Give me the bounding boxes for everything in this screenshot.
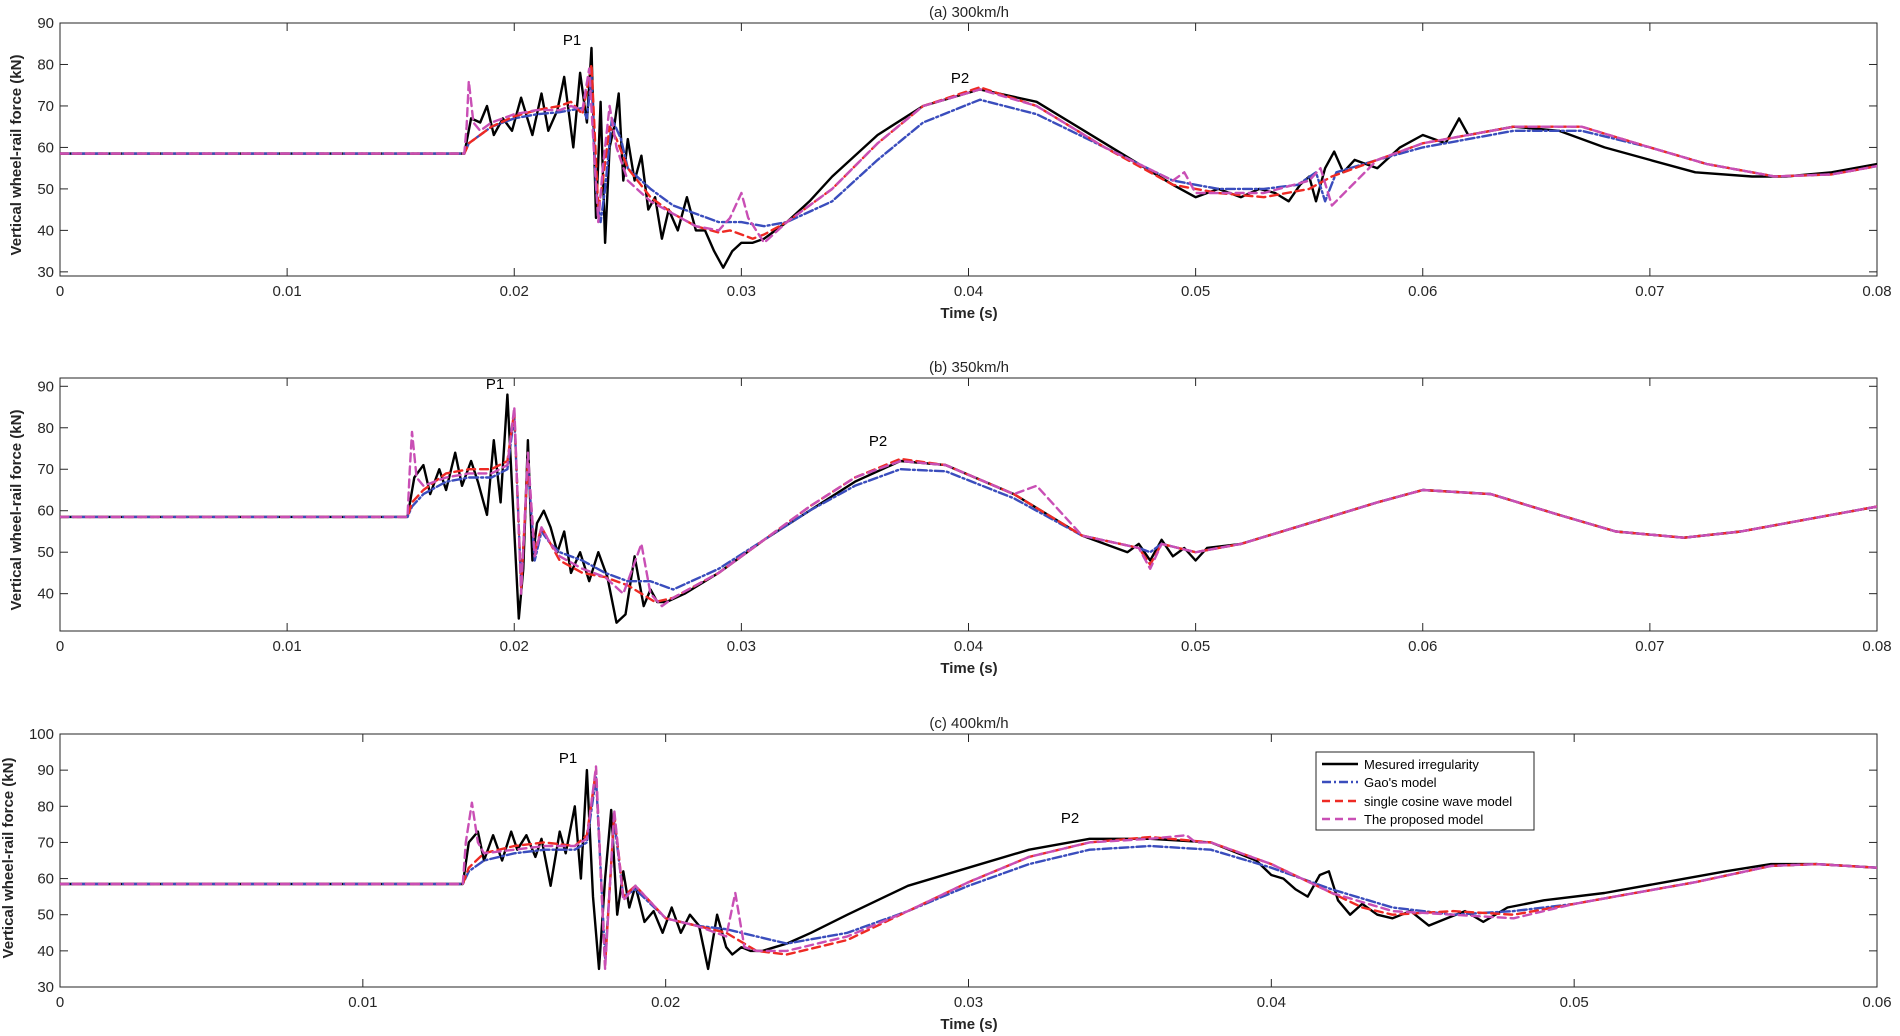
panel-b-series bbox=[60, 393, 1877, 624]
panel-b-ytick-label: 50 bbox=[37, 544, 54, 561]
panel-b-ytick-label: 90 bbox=[37, 378, 54, 395]
panel-b-ytick-label: 40 bbox=[37, 586, 54, 603]
panel-a-plot: 0 0.01 0.02 0.03 0.04 0.05 0.06 0.07 0.08 30 40 50 6… bbox=[37, 15, 1891, 300]
panel-b-xtick-label: 0.07 bbox=[1635, 638, 1664, 655]
panel-c-ytick-label: 50 bbox=[37, 907, 54, 924]
legend-entry-cosine: single cosine wave model bbox=[1322, 794, 1512, 809]
panel-c-xtick-label: 0.04 bbox=[1257, 994, 1286, 1011]
series-line-measured bbox=[60, 46, 1877, 269]
panel-a-xtick-label: 0.02 bbox=[500, 283, 529, 300]
panel-a-ytick-label: 80 bbox=[37, 56, 54, 73]
panel-b-annotation-p1: P1 bbox=[486, 376, 504, 393]
legend-label-gao: Gao's model bbox=[1364, 775, 1437, 790]
panel-a-xtick-label: 0.04 bbox=[954, 283, 983, 300]
panel-c-xtick-label: 0.01 bbox=[348, 994, 377, 1011]
panel-c-xtick-label: 0.03 bbox=[954, 994, 983, 1011]
panel-b-xtick-label: 0.03 bbox=[727, 638, 756, 655]
legend-entry-measured: Mesured irregularity bbox=[1322, 757, 1479, 772]
panel-b-xtick-label: 0.01 bbox=[273, 638, 302, 655]
panel-c-ytick-label: 40 bbox=[37, 943, 54, 960]
panel-c-ytick-label: 100 bbox=[29, 726, 54, 743]
panel-a-series bbox=[60, 46, 1877, 269]
panel-b-xtick-label: 0 bbox=[56, 638, 64, 655]
series-line-proposed bbox=[60, 405, 1877, 608]
panel-b-ytick-label: 60 bbox=[37, 503, 54, 520]
panel-c-title: (c) 400km/h bbox=[929, 715, 1008, 732]
panel-a-xtick-label: 0.03 bbox=[727, 283, 756, 300]
panel-b-xtick-label: 0.06 bbox=[1408, 638, 1437, 655]
panel-a-title: (a) 300km/h bbox=[929, 4, 1009, 21]
panel-c-annotations: P1 P2 bbox=[559, 750, 1079, 827]
panel-c-xtick-label: 0.05 bbox=[1560, 994, 1589, 1011]
panel-b-xtick-label: 0.04 bbox=[954, 638, 983, 655]
panel-a-annotations: P1 P2 bbox=[563, 32, 969, 87]
legend-entry-proposed: The proposed model bbox=[1322, 812, 1483, 827]
legend-entry-gao: Gao's model bbox=[1322, 775, 1437, 790]
panel-a-ytick-label: 50 bbox=[37, 181, 54, 198]
panel-c-ytick-label: 30 bbox=[37, 979, 54, 996]
panel-a-xtick-label: 0.07 bbox=[1635, 283, 1664, 300]
panel-c-plot: 0 0.01 0.02 0.03 0.04 0.05 0.06 30 40 50 60 70 80 90 1… bbox=[29, 726, 1892, 1011]
panel-b-ytick-label: 80 bbox=[37, 420, 54, 437]
panel-c-ytick-label: 80 bbox=[37, 798, 54, 815]
panel-c-annotation-p2: P2 bbox=[1061, 810, 1079, 827]
panel-a-ytick-label: 60 bbox=[37, 139, 54, 156]
panel-a-annotation-p2: P2 bbox=[951, 70, 969, 87]
series-line-measured bbox=[60, 393, 1877, 624]
panel-a-ytick-label: 90 bbox=[37, 15, 54, 32]
panel-c-xtick-label: 0.02 bbox=[651, 994, 680, 1011]
panel-b-annotations: P1 P2 bbox=[486, 376, 887, 450]
panel-c-series bbox=[60, 765, 1877, 971]
panel-a-xtick-label: 0.08 bbox=[1862, 283, 1891, 300]
legend-label-proposed: The proposed model bbox=[1364, 812, 1483, 827]
panel-b-plot: 0 0.01 0.02 0.03 0.04 0.05 0.06 0.07 0.08 40 50 60 7… bbox=[37, 377, 1892, 655]
legend: Mesured irregularity Gao's model single … bbox=[1315, 751, 1535, 831]
panel-a-xtick-label: 0.06 bbox=[1408, 283, 1437, 300]
panel-a-xtick-label: 0.01 bbox=[273, 283, 302, 300]
panel-a-xlabel: Time (s) bbox=[940, 305, 997, 322]
legend-label-measured: Mesured irregularity bbox=[1364, 757, 1479, 772]
panel-a-xtick-label: 0.05 bbox=[1181, 283, 1210, 300]
panel-b-xtick-label: 0.05 bbox=[1181, 638, 1210, 655]
panel-c-ytick-label: 60 bbox=[37, 871, 54, 888]
series-line-gao bbox=[60, 776, 1877, 960]
panel-a: 0 0.01 0.02 0.03 0.04 0.05 0.06 0.07 0.08 30 40 50 6… bbox=[8, 4, 1892, 322]
panel-c-xtick-label: 0.06 bbox=[1862, 994, 1891, 1011]
panel-a-ytick-label: 70 bbox=[37, 98, 54, 115]
panel-a-ylabel: Vertical wheel-rail force (kN) bbox=[8, 55, 25, 256]
panel-a-ytick-label: 30 bbox=[37, 264, 54, 281]
panel-b-xtick-label: 0.08 bbox=[1862, 638, 1891, 655]
legend-label-cosine: single cosine wave model bbox=[1364, 794, 1512, 809]
panel-b-xlabel: Time (s) bbox=[940, 660, 997, 677]
panel-c-xtick-label: 0 bbox=[56, 994, 64, 1011]
panel-b-ylabel: Vertical wheel-rail force (kN) bbox=[8, 410, 25, 611]
series-line-proposed bbox=[60, 67, 1877, 245]
panel-c-ytick-label: 70 bbox=[37, 834, 54, 851]
panel-c-ytick-label: 90 bbox=[37, 762, 54, 779]
panel-c-ylabel: Vertical wheel-rail force (kN) bbox=[0, 758, 17, 959]
panel-b-annotation-p2: P2 bbox=[869, 433, 887, 450]
panel-b: 0 0.01 0.02 0.03 0.04 0.05 0.06 0.07 0.08 40 50 60 7… bbox=[8, 359, 1892, 677]
panel-a-ytick-label: 40 bbox=[37, 222, 54, 239]
panel-a-annotation-p1: P1 bbox=[563, 32, 581, 49]
panel-c-annotation-p1: P1 bbox=[559, 750, 577, 767]
panel-b-title: (b) 350km/h bbox=[929, 359, 1009, 376]
series-line-proposed bbox=[60, 765, 1877, 971]
panel-b-xtick-label: 0.02 bbox=[500, 638, 529, 655]
panel-a-xtick-label: 0 bbox=[56, 283, 64, 300]
panel-b-ytick-label: 70 bbox=[37, 461, 54, 478]
series-line-cosine bbox=[60, 63, 1877, 240]
panel-c: 0 0.01 0.02 0.03 0.04 0.05 0.06 30 40 50 60 70 80 90 1… bbox=[0, 715, 1892, 1033]
panel-c-xlabel: Time (s) bbox=[940, 1016, 997, 1033]
